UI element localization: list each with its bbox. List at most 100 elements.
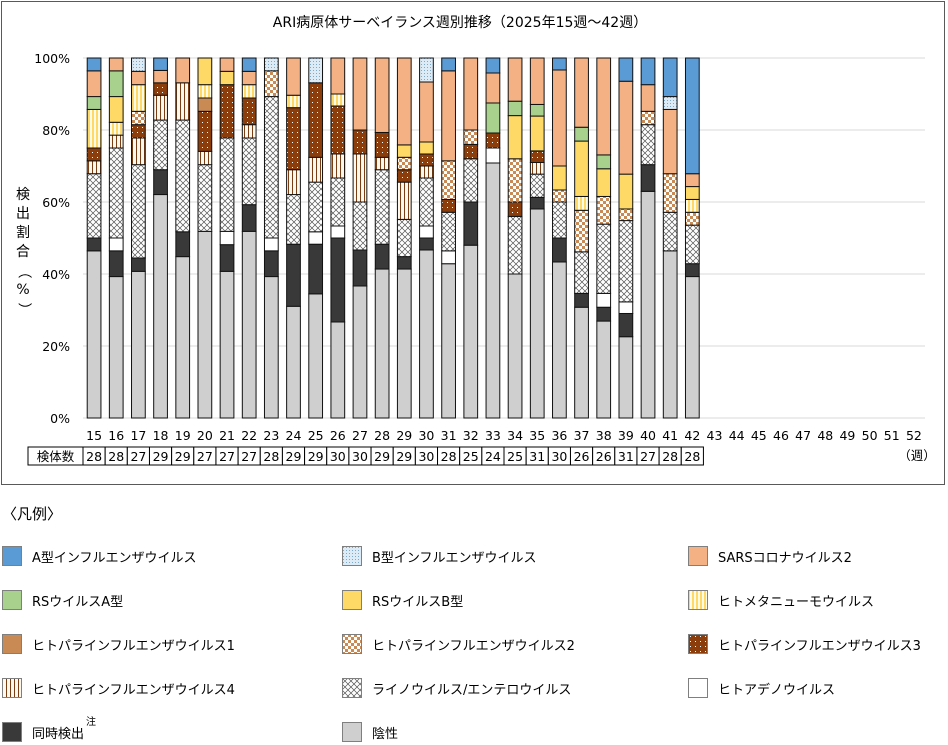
bar-segment-p4: [308, 156, 324, 183]
bar-segment-sars: [684, 173, 700, 188]
bar-segment-p2: [396, 156, 412, 171]
bar-segment-co: [552, 237, 567, 263]
bar-segment-rsa: [507, 100, 523, 117]
bar-week-22: [241, 57, 257, 419]
bar-segment-rhino: [574, 251, 589, 294]
x-tick-label: 47: [795, 428, 811, 443]
y-label-char: （: [15, 264, 32, 279]
x-tick-label: 50: [862, 428, 878, 443]
bar-segment-rsa: [86, 96, 102, 110]
bar-segment-co: [86, 237, 102, 252]
bar-segment-adeno: [330, 225, 346, 239]
y-label-char: 合: [16, 244, 30, 260]
legend-swatch-icon: [342, 590, 362, 610]
bar-segment-p1: [197, 97, 213, 112]
bar-segment-rsb: [419, 141, 434, 155]
specimen-count: 27: [241, 449, 257, 464]
specimen-count: 29: [308, 449, 324, 464]
specimen-count: 26: [596, 449, 612, 464]
bar-segment-neg: [463, 244, 479, 419]
bar-segment-rhino: [352, 201, 368, 251]
bar-segment-neg: [529, 208, 545, 419]
bar-segment-co: [330, 237, 346, 323]
bar-segment-adeno: [441, 250, 456, 265]
specimen-count-cell: [680, 446, 704, 466]
bar-week-37: [574, 57, 589, 419]
bar-segment-flua: [684, 57, 700, 175]
specimen-count: 24: [485, 449, 501, 464]
legend-label: B型インフルエンザウイルス: [372, 550, 537, 566]
bar-segment-co: [352, 249, 368, 287]
x-tick-label: 39: [618, 428, 634, 443]
bar-segment-neg: [308, 293, 324, 419]
stacked-bar-chart: ARI病原体サーベイランス週別推移（2025年15週～42週） 0% 20% 40%…: [27, 15, 936, 466]
bar-segment-co: [108, 250, 124, 278]
bar-segment-rsb: [552, 165, 567, 191]
specimen-count: 27: [130, 449, 146, 464]
x-tick-label: 34: [507, 428, 523, 443]
bar-segment-sars: [396, 57, 412, 146]
bar-segment-sars: [352, 57, 368, 131]
legend-label: ヒトアデノウイルス: [718, 682, 836, 698]
bar-segment-co: [618, 312, 634, 338]
bar-segment-co: [241, 204, 257, 232]
bar-segment-rsb: [596, 168, 612, 197]
bar-segment-sars: [485, 72, 501, 104]
bar-segment-p3: [374, 131, 390, 158]
legend-item-adeno: ヒトアデノウイルス: [688, 677, 835, 699]
bar-segment-co: [596, 306, 612, 322]
legend-swatch-icon: [2, 678, 22, 698]
bar-segment-rsb: [219, 70, 235, 86]
legend-item-rhino: ライノウイルス/エンテロウイルス: [342, 677, 571, 699]
bar-segment-rsb: [396, 144, 412, 158]
specimen-count: 29: [396, 449, 412, 464]
bar-segment-p4: [175, 82, 191, 121]
x-tick-label: 36: [551, 428, 567, 443]
bar-segment-neg: [596, 320, 612, 419]
bar-segment-p2: [574, 209, 589, 253]
bar-segment-p2: [596, 195, 612, 225]
bar-segment-rhino: [529, 173, 545, 198]
bar-segment-flua: [552, 57, 567, 71]
bar-week-29: [396, 57, 412, 419]
bar-segment-p4: [86, 160, 102, 175]
bar-segment-co: [684, 263, 700, 278]
bar-segment-hmpv: [197, 84, 213, 99]
bar-segment-p3: [441, 198, 456, 213]
bar-segment-sars: [552, 69, 567, 167]
bar-segment-p3: [507, 201, 523, 217]
bar-segment-rhino: [330, 177, 346, 227]
x-tick-label: 28: [374, 428, 390, 443]
bar-segment-rhino: [308, 181, 324, 233]
legend-label: ヒトメタニューモウイルス: [718, 594, 875, 610]
bar-segment-co: [175, 231, 191, 258]
bar-segment-sars: [153, 69, 168, 84]
chart-title: ARI病原体サーベイランス週別推移（2025年15週～42週）: [273, 15, 647, 31]
bar-segment-sars: [662, 108, 678, 175]
bar-segment-p2: [131, 110, 146, 126]
bar-segment-neg: [352, 285, 368, 419]
specimen-count: 27: [219, 449, 235, 464]
bar-segment-p2: [552, 189, 567, 203]
bar-segment-p4: [529, 162, 545, 175]
legend-swatch-icon: [2, 546, 22, 566]
legend-label: A型インフルエンザウイルス: [32, 550, 197, 566]
specimen-count: 28: [441, 449, 457, 464]
legend-title: 〈凡例〉: [2, 505, 63, 523]
bar-segment-rhino: [197, 164, 213, 232]
y-label-char: ）: [15, 302, 32, 317]
bar-segment-neg: [131, 270, 146, 419]
specimen-count: 31: [529, 449, 545, 464]
x-tick-label: 29: [396, 428, 412, 443]
bar-segment-flua: [485, 57, 501, 74]
bar-segment-sars: [596, 57, 612, 156]
bar-segment-sars: [330, 57, 346, 95]
legend-item-flub: B型インフルエンザウイルス: [342, 545, 537, 567]
x-tick-label: 17: [130, 428, 146, 443]
specimen-count: 30: [551, 449, 567, 464]
bar-segment-rhino: [596, 223, 612, 294]
x-tick-label: 40: [640, 428, 656, 443]
legend-item-rsb: RSウイルスB型: [342, 589, 463, 611]
specimen-count: 29: [175, 449, 191, 464]
bar-week-24: [286, 57, 301, 419]
